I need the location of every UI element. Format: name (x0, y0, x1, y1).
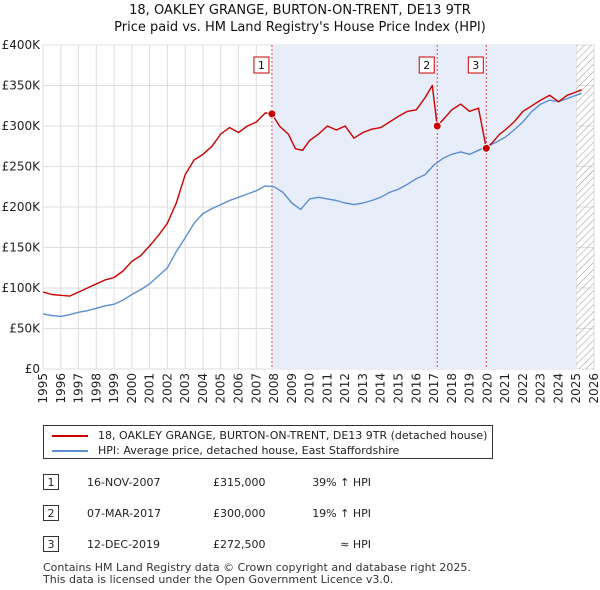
x-tick-label: 2003 (178, 373, 192, 404)
legend-item-hpi: HPI: Average price, detached house, East… (52, 444, 399, 458)
transaction-number: 2 (43, 505, 59, 521)
legend-label-property: 18, OAKLEY GRANGE, BURTON-ON-TRENT, DE13… (98, 429, 488, 442)
transaction-hpi-diff: 39% ↑ HPI (312, 476, 371, 489)
sale-marker-box (253, 56, 270, 74)
shaded-region (271, 45, 577, 369)
legend-label-hpi: HPI: Average price, detached house, East… (98, 444, 400, 457)
y-tick-label: £300K (2, 119, 42, 133)
x-tick-label: 2001 (143, 373, 157, 404)
y-tick-label: £100K (2, 281, 42, 295)
x-tick-label: 2002 (160, 373, 174, 404)
chart-title: 18, OAKLEY GRANGE, BURTON-ON-TRENT, DE13… (0, 2, 600, 36)
x-tick-label: 2011 (320, 373, 334, 404)
sale-markers: 1 2 3 (253, 56, 491, 153)
series-line-hpi (42, 92, 582, 318)
x-tick-label: 2019 (463, 373, 477, 404)
transaction-number: 3 (43, 536, 59, 552)
series-lines (42, 84, 582, 318)
x-tick-label: 1998 (89, 373, 103, 404)
footer-licence: This data is licensed under the Open Gov… (43, 573, 394, 586)
y-tick-label: £350K (2, 79, 42, 93)
x-tick-label: 1997 (72, 373, 86, 404)
x-tick-label: 1995 (36, 373, 50, 404)
footer: Contains HM Land Registry data © Crown c… (43, 562, 471, 586)
legend-item-property: 18, OAKLEY GRANGE, BURTON-ON-TRENT, DE13… (52, 429, 487, 443)
transaction-date: 12-DEC-2019 (87, 538, 161, 551)
x-tick-label: 2018 (445, 373, 459, 404)
footer-copyright: Contains HM Land Registry data © Crown c… (43, 561, 471, 574)
x-tick-label: 2021 (498, 373, 512, 404)
x-tick-label: 2010 (303, 373, 317, 404)
axis-ticks: £0 £50K £100K £150K £200K £250K £300K £350K £400… (2, 38, 600, 404)
sale-marker-label: 2 (423, 59, 430, 72)
sale-marker-label: 3 (472, 59, 479, 72)
x-tick-label: 2013 (356, 373, 370, 404)
x-tick-label: 2006 (232, 373, 246, 404)
x-tick-label: 1999 (107, 373, 121, 404)
x-tick-label: 2009 (285, 373, 299, 404)
transaction-date: 16-NOV-2007 (87, 476, 161, 489)
y-tick-label: £250K (2, 160, 42, 174)
y-tick-label: £150K (2, 241, 42, 255)
y-tick-label: £200K (2, 200, 42, 214)
y-tick-label: £400K (2, 38, 42, 52)
x-tick-label: 2012 (338, 373, 352, 404)
legend-swatch-hpi (52, 450, 88, 452)
legend-swatch-property (52, 435, 88, 437)
x-tick-label: 2005 (214, 373, 228, 404)
sale-marker-label: 1 (258, 59, 265, 72)
sale-point (267, 109, 277, 119)
transaction-price: £315,000 (213, 476, 266, 489)
transaction-date: 07-MAR-2017 (87, 507, 162, 520)
x-tick-label: 2026 (587, 373, 600, 404)
sale-point (432, 121, 442, 131)
title-line-2: Price paid vs. HM Land Registry's House … (114, 20, 486, 35)
x-tick-label: 2016 (409, 373, 423, 404)
hatched-forecast-region (576, 45, 594, 369)
title-line-1: 18, OAKLEY GRANGE, BURTON-ON-TRENT, DE13… (129, 3, 471, 18)
x-tick-label: 1996 (54, 373, 68, 404)
x-tick-label: 2024 (551, 373, 565, 404)
x-tick-label: 2015 (391, 373, 405, 404)
transaction-number: 1 (43, 474, 59, 490)
x-tick-label: 2023 (534, 373, 548, 404)
x-tick-label: 2025 (569, 373, 583, 404)
series-line-property (42, 84, 582, 297)
x-tick-label: 2000 (125, 373, 139, 404)
transaction-row: 3 12-DEC-2019 £272,500 ≈ HPI (43, 536, 443, 554)
x-tick-label: 2014 (374, 373, 388, 404)
transaction-price: £272,500 (213, 538, 266, 551)
x-tick-label: 2007 (249, 373, 263, 404)
transaction-row: 1 16-NOV-2007 £315,000 39% ↑ HPI (43, 474, 443, 492)
transaction-row: 2 07-MAR-2017 £300,000 19% ↑ HPI (43, 505, 443, 523)
sale-point (481, 143, 491, 153)
x-tick-label: 2017 (427, 373, 441, 404)
transaction-price: £300,000 (213, 507, 266, 520)
y-tick-label: £0 (25, 362, 40, 376)
sale-marker-box (418, 56, 435, 74)
x-tick-label: 2008 (267, 373, 281, 404)
x-tick-label: 2020 (480, 373, 494, 404)
sale-marker-box (467, 56, 484, 74)
x-tick-label: 2004 (196, 373, 210, 404)
price-chart: 1 2 3 £0 £50K £100K £150K £200K £250K £300K £350K… (2, 38, 600, 404)
transaction-hpi-diff: 19% ↑ HPI (312, 507, 371, 520)
legend: 18, OAKLEY GRANGE, BURTON-ON-TRENT, DE13… (43, 425, 493, 459)
y-tick-label: £50K (9, 322, 41, 336)
x-tick-label: 2022 (516, 373, 530, 404)
transaction-hpi-diff: ≈ HPI (340, 538, 371, 551)
